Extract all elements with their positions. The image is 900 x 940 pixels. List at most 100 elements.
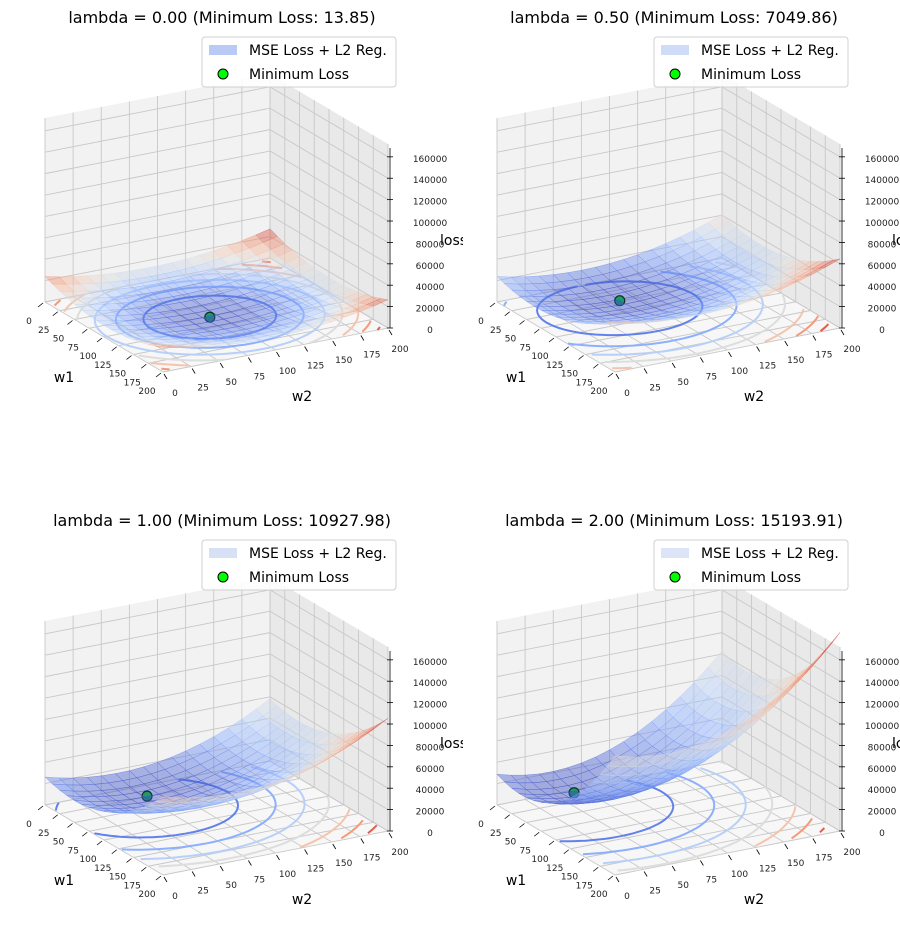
w1-tick-label: 25 (490, 326, 501, 336)
w1-tick-label: 100 (531, 855, 548, 865)
w2-tick-label: 200 (843, 345, 860, 355)
z-tick-label: 0 (879, 326, 885, 336)
loss-axis-label: loss (440, 233, 467, 249)
gridline (269, 150, 389, 222)
contour-line (567, 339, 675, 348)
w1-tick (534, 831, 540, 837)
w2-tick (840, 832, 845, 839)
gridline (269, 589, 389, 661)
gridline (162, 830, 389, 876)
contour-line (158, 857, 232, 868)
w2-tick (388, 832, 393, 839)
gridline (496, 171, 723, 217)
gridline (496, 107, 723, 153)
gridline (269, 632, 389, 704)
w1-tick-label: 150 (561, 873, 578, 883)
gridline (721, 653, 841, 725)
gridline (269, 739, 389, 810)
contour-line (93, 278, 326, 356)
panel-body: 0200004000060000800001000001200001400001… (26, 577, 463, 908)
w1-tick (141, 866, 147, 872)
z-tick-label: 20000 (868, 305, 897, 315)
contour-line (639, 771, 716, 849)
w1-tick-label: 75 (520, 343, 531, 353)
w2-tick (812, 335, 817, 341)
w1-tick (519, 320, 525, 325)
gridline (44, 214, 271, 260)
w2-tick-label: 200 (391, 848, 408, 858)
chart-title: lambda = 2.00 (Minimum Loss: 15193.91) (505, 511, 843, 530)
w2-tick (219, 865, 224, 872)
chart-title: lambda = 1.00 (Minimum Loss: 10927.98) (53, 511, 391, 530)
legend-label-surface: MSE Loss + L2 Reg. (701, 43, 839, 59)
w2-tick-label: 0 (624, 389, 630, 399)
w2-tick (728, 854, 732, 861)
panel-body: 0200004000060000800001000001200001400001… (478, 74, 900, 405)
surface-patch (154, 796, 178, 803)
z-tick-label: 80000 (416, 240, 445, 250)
w2-tick (276, 351, 280, 358)
w1-tick (519, 823, 525, 828)
w2-tick-label: 100 (731, 870, 748, 880)
w2-axis-label: w2 (292, 892, 312, 908)
w1-tick-label: 100 (79, 352, 96, 362)
w2-tick (191, 871, 196, 877)
contour-line (819, 323, 830, 332)
w1-tick-label: 25 (38, 829, 49, 839)
gridline (721, 739, 841, 810)
gridline (721, 760, 841, 832)
legend-box (201, 36, 397, 88)
legend-label-minimum: Minimum Loss (249, 570, 349, 586)
chart-panel: 0200004000060000800001000001200001400001… (26, 511, 463, 908)
contour-line (585, 280, 704, 332)
gridline (133, 310, 359, 355)
z-tick-label: 0 (427, 326, 433, 336)
legend-surface-swatch (661, 45, 689, 55)
contour-line (206, 770, 277, 845)
z-tick-label: 120000 (413, 198, 448, 208)
panel-body: 0200004000060000800001000001200001400001… (26, 74, 467, 405)
w1-tick (52, 311, 58, 317)
gridline (44, 193, 271, 239)
gridline (721, 172, 841, 243)
w1-tick-label: 50 (53, 335, 65, 345)
gridline (44, 129, 271, 175)
gridline (496, 150, 723, 196)
w2-tick-label: 200 (843, 848, 860, 858)
w2-tick (248, 860, 252, 866)
w2-tick (332, 340, 337, 347)
w2-tick-label: 200 (391, 345, 408, 355)
w1-axis-label: w1 (506, 370, 526, 386)
contour-line (215, 267, 303, 279)
w1-tick-label: 75 (68, 846, 79, 856)
contour-line (604, 352, 697, 363)
w1-tick (126, 858, 132, 863)
w2-tick-label: 175 (815, 351, 832, 361)
contour-line (150, 362, 189, 367)
w2-tick (615, 373, 620, 380)
w1-tick-label: 200 (138, 890, 155, 900)
w2-tick-label: 125 (307, 865, 324, 875)
chart-title: lambda = 0.00 (Minimum Loss: 13.85) (68, 8, 375, 27)
z-tick-label: 120000 (865, 198, 900, 208)
legend-marker-icon (669, 68, 681, 80)
gridline (721, 86, 841, 158)
w2-tick-label: 0 (624, 892, 630, 902)
w2-tick-label: 25 (649, 384, 660, 394)
w1-tick-label: 100 (79, 855, 96, 865)
w1-tick (593, 866, 599, 872)
contour-line (161, 367, 170, 371)
w1-tick (578, 858, 584, 863)
contour-line (367, 824, 378, 834)
w1-tick-label: 0 (478, 317, 484, 327)
legend-box (653, 36, 849, 88)
w2-axis-label: w2 (744, 892, 764, 908)
w1-tick (607, 372, 614, 378)
legend: MSE Loss + L2 Reg. Minimum Loss (201, 539, 397, 591)
w1-tick-label: 0 (26, 317, 32, 327)
w1-tick (111, 849, 117, 855)
gridline (162, 327, 389, 373)
w1-tick-label: 50 (505, 838, 517, 848)
w1-tick-label: 150 (109, 873, 126, 883)
w1-tick (37, 302, 44, 308)
